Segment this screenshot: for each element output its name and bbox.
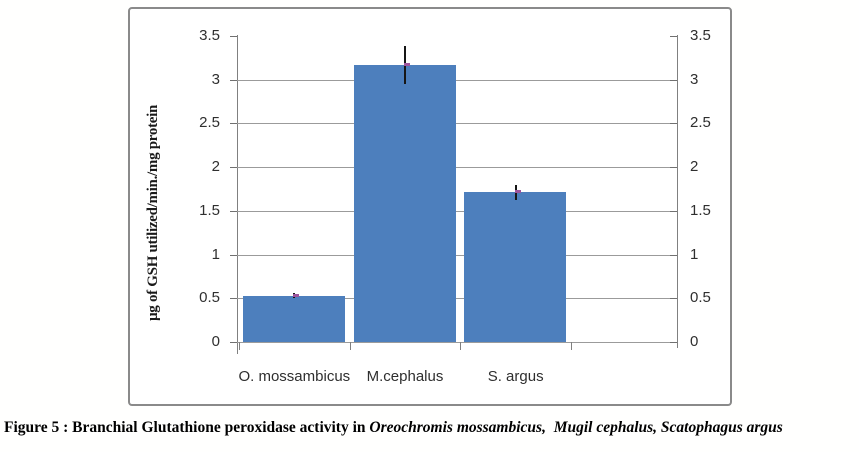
gridline — [237, 342, 677, 343]
y-axis-tick-label: 2.5 — [199, 114, 220, 132]
secondary-y-axis-tick — [670, 123, 677, 125]
y-axis-tick-label: 1.5 — [199, 201, 220, 219]
secondary-y-axis-tick — [670, 79, 677, 81]
gridline — [237, 79, 677, 81]
x-axis-tick — [239, 342, 240, 350]
secondary-y-axis-tick-label: 3 — [690, 70, 699, 88]
y-axis-tick-label: 3.5 — [199, 27, 220, 44]
gridline — [237, 254, 677, 256]
y-axis-tick-label: 0 — [211, 333, 220, 350]
y-axis-title: µg of GSH utilized/min./mg protein — [145, 104, 161, 322]
secondary-y-axis-tick-label: 3.5 — [690, 27, 711, 44]
secondary-y-axis-tick-label: 0.5 — [690, 289, 711, 307]
y-axis-tick — [230, 298, 237, 300]
y-axis-tick — [230, 123, 237, 125]
y-axis-line — [237, 35, 238, 354]
y-axis-tick-label: 2 — [211, 158, 220, 176]
y-axis-tick-label: 1 — [211, 245, 220, 263]
y-axis-tick — [230, 210, 237, 212]
gridline — [237, 123, 677, 125]
secondary-y-axis-tick — [670, 342, 677, 343]
x-axis-tick — [571, 342, 572, 350]
secondary-y-axis-tick — [670, 210, 677, 212]
y-axis-tick — [230, 79, 237, 81]
y-axis-tick — [230, 167, 237, 169]
y-axis-tick-label: 3 — [211, 70, 220, 88]
secondary-y-axis-tick-label: 2.5 — [690, 114, 711, 132]
chart-area: µg of GSH utilized/min./mg protein 0 0 0.5… — [128, 7, 732, 406]
gridline — [237, 167, 677, 169]
bar — [353, 64, 456, 342]
caption-species-names: Oreochromis mossambicus, Mugil cephalus,… — [369, 419, 783, 436]
secondary-y-axis-line — [677, 35, 678, 348]
secondary-y-axis-tick — [670, 167, 677, 169]
x-axis-tick — [349, 342, 351, 350]
y-axis-tick-label: 0.5 — [199, 289, 220, 307]
secondary-y-axis-tick-label: 1 — [690, 245, 699, 263]
secondary-y-axis-tick-label: 1.5 — [690, 201, 711, 219]
secondary-y-axis-tick — [670, 298, 677, 300]
gridline — [237, 298, 677, 300]
x-axis-category-label: O. mossambicus — [238, 368, 351, 385]
figure-caption: Figure 5 : Branchial Glutathione peroxid… — [4, 419, 856, 437]
x-axis-category-label: S. argus — [487, 368, 544, 385]
bar — [464, 192, 567, 342]
secondary-y-axis-tick-label: 2 — [690, 158, 699, 176]
mean-marker — [293, 293, 300, 297]
caption-text: Figure 5 : Branchial Glutathione peroxid… — [4, 419, 370, 436]
mean-marker — [514, 190, 521, 194]
y-axis-tick — [230, 254, 237, 256]
mean-marker — [404, 62, 410, 66]
bar — [243, 295, 345, 342]
secondary-y-axis-tick — [670, 254, 677, 256]
x-axis-tick — [460, 342, 462, 350]
gridline — [237, 210, 677, 212]
x-axis-category-label: M.cephalus — [366, 368, 444, 385]
y-axis-tick — [230, 36, 237, 37]
y-axis-tick — [230, 342, 237, 343]
secondary-y-axis-tick-label: 0 — [690, 333, 699, 350]
secondary-y-axis-tick — [670, 36, 677, 37]
